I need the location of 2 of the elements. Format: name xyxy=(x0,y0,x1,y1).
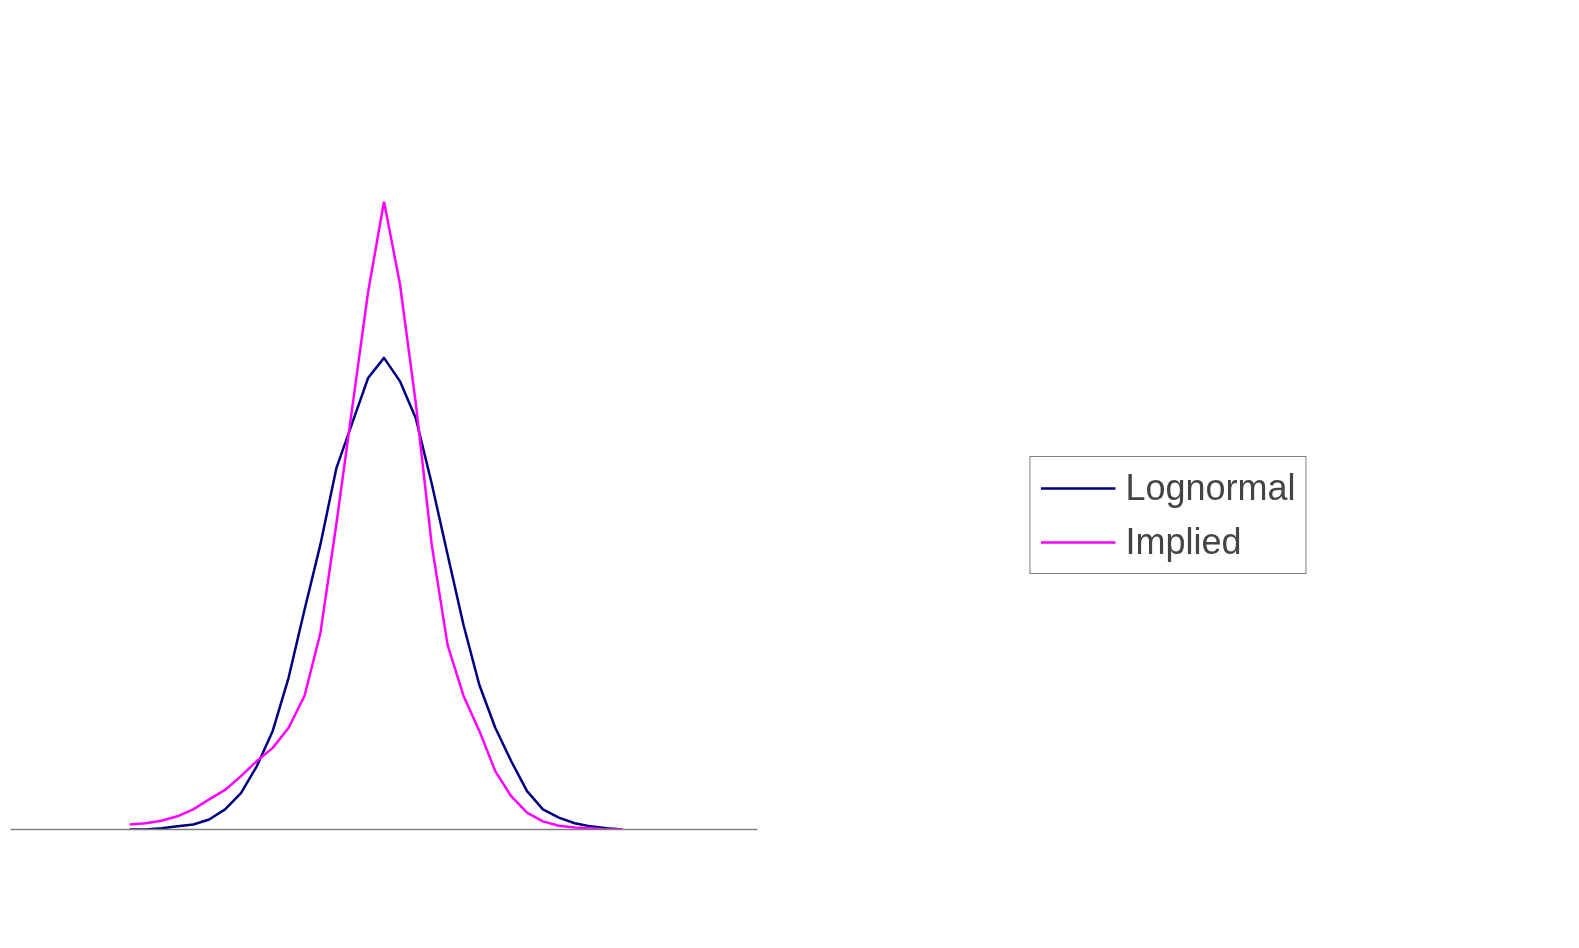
legend-label: Implied xyxy=(1125,521,1242,563)
legend-label: Lognormal xyxy=(1125,467,1296,509)
